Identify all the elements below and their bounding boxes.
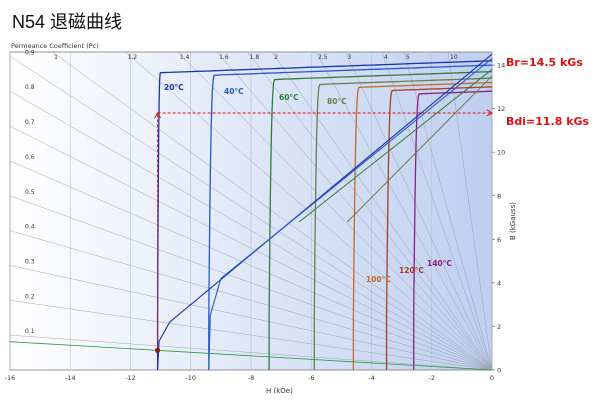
pc-top-label: 1 xyxy=(54,54,58,61)
pc-left-label: 0.4 xyxy=(25,224,35,231)
y-tick-label: 12 xyxy=(497,105,505,113)
pc-top-label: 4 xyxy=(384,54,388,61)
y-tick-label: 6 xyxy=(497,236,501,244)
normal-curve xyxy=(157,53,493,371)
x-tick-label: 0 xyxy=(490,374,494,382)
y-tick-label: 0 xyxy=(497,367,501,375)
pc-left-label: 0.9 xyxy=(25,49,35,56)
pc-line xyxy=(403,51,493,371)
pc-top-label: 1.8 xyxy=(250,54,260,61)
y-tick-label: 10 xyxy=(497,149,505,157)
x-tick-label: -10 xyxy=(185,374,196,382)
pc-left-label: 0.2 xyxy=(25,293,35,300)
pc-top-label: 1.4 xyxy=(180,54,190,61)
pc-line xyxy=(177,51,493,371)
x-tick-label: -16 xyxy=(5,374,16,382)
pc-line xyxy=(271,51,493,371)
x-tick-label: -8 xyxy=(248,374,254,382)
pc-line xyxy=(9,160,493,371)
pc-line xyxy=(345,51,493,371)
pc-line xyxy=(52,51,493,371)
grid xyxy=(9,52,493,370)
pc-line xyxy=(9,334,493,371)
x-axis-label: H (kOe) xyxy=(266,387,293,395)
annotations: Br=14.5 kGs Bdi=11.8 kGs 20°C 40°C 60°C 80°C 1… xyxy=(154,56,590,348)
pc-left-label: 0.8 xyxy=(25,84,35,91)
pc-line xyxy=(447,51,493,371)
pc-top-label: 3 xyxy=(347,54,351,61)
page-title: N54 退磁曲线 xyxy=(12,12,123,32)
axes: -16 -14 -12 -10 -8 -6 -4 -2 00 2 4 6 8 10 12 14 xyxy=(5,62,506,382)
pc-top-label: 5 xyxy=(406,54,410,61)
pc-left-label: 0.5 xyxy=(25,189,35,196)
pc-top-label: 1.2 xyxy=(127,54,137,61)
pc-line xyxy=(9,195,493,371)
x-tick-label: -14 xyxy=(65,374,76,382)
operating-point xyxy=(155,347,161,353)
x-tick-label: -4 xyxy=(368,374,374,382)
x-tick-label: -12 xyxy=(125,374,136,382)
series-label: 120°C xyxy=(399,266,424,275)
pc-line xyxy=(9,125,493,371)
pc-top-label: 2 xyxy=(274,54,278,61)
pc-top-label: 1.6 xyxy=(219,54,229,61)
series-label: 140°C xyxy=(427,259,452,268)
y-tick-label: 8 xyxy=(497,192,501,200)
permeance-lines: 1 1.2 1.4 1.6 1.8 2 2.5 3 4 5 10 0.1 0.2 0.3 0.4 0.5 0.6… xyxy=(9,49,493,371)
pc-line xyxy=(381,51,493,371)
load-line xyxy=(9,341,493,371)
series-label: 100°C xyxy=(366,275,391,284)
demag-curve-60°C xyxy=(268,70,493,370)
pc-left-label: 0.1 xyxy=(25,328,35,335)
pc-line xyxy=(315,51,493,371)
demag-curve-40°C xyxy=(208,64,493,370)
normal-curve xyxy=(347,75,493,223)
pc-left-label: 0.7 xyxy=(25,119,35,126)
pc-top-label: 2.5 xyxy=(318,54,328,61)
normal-curve xyxy=(298,69,493,223)
demag-curve-20°C xyxy=(156,60,493,370)
pc-line xyxy=(9,300,493,371)
pc-line xyxy=(9,265,493,371)
series-label: 40°C xyxy=(224,87,244,96)
curves xyxy=(9,53,493,371)
bdi-arrow-right xyxy=(486,109,493,117)
x-tick-label: -2 xyxy=(429,374,435,382)
pc-line xyxy=(125,51,493,371)
br-annotation: Br=14.5 kGs xyxy=(506,56,583,69)
pc-line xyxy=(9,56,493,371)
series-label: 20°C xyxy=(164,83,184,92)
y-axis-label: B (kGauss) xyxy=(509,202,517,240)
y-tick-label: 4 xyxy=(497,279,501,287)
pc-axis-label: Permeance Coefficient (Pc) xyxy=(11,42,99,50)
demag-curve-80°C xyxy=(313,77,493,370)
y-tick-label: 14 xyxy=(497,62,505,70)
pc-line xyxy=(9,230,493,371)
x-tick-label: -6 xyxy=(308,374,314,382)
pc-line xyxy=(9,90,493,371)
pc-top-label: 10 xyxy=(450,54,458,61)
pc-left-label: 0.6 xyxy=(25,154,35,161)
pc-line xyxy=(247,51,493,371)
bdi-annotation: Bdi=11.8 kGs xyxy=(506,115,590,128)
demag-curve-120°C xyxy=(385,86,493,370)
y-tick-label: 2 xyxy=(497,323,501,331)
demag-curve-140°C xyxy=(413,90,493,370)
normal-curve xyxy=(208,58,493,371)
pc-left-label: 0.3 xyxy=(25,258,35,265)
series-label: 80°C xyxy=(327,97,347,106)
series-label: 60°C xyxy=(279,93,299,102)
bdi-arrow-up xyxy=(154,112,162,119)
